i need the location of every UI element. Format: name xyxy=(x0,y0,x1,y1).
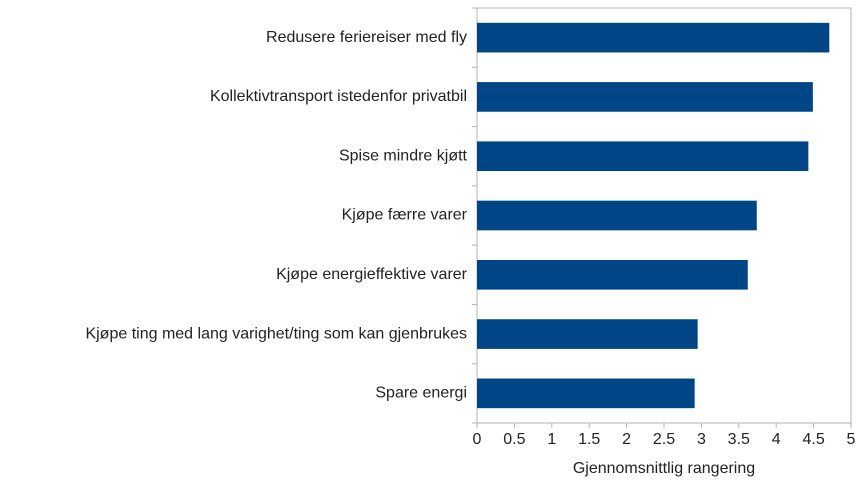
x-tick-label: 0 xyxy=(473,431,482,448)
x-tick-label: 4 xyxy=(772,431,781,448)
x-tick-label: 2.5 xyxy=(653,431,675,448)
y-tick-label: Spare energi xyxy=(375,385,467,402)
y-tick-label: Kjøpe energieffektive varer xyxy=(276,266,468,283)
y-tick-label: Kjøpe ting med lang varighet/ting som ka… xyxy=(85,325,467,342)
x-tick-label: 5 xyxy=(847,431,856,448)
bar xyxy=(477,141,809,172)
x-tick-label: 1.5 xyxy=(578,431,600,448)
bar xyxy=(477,200,757,231)
bar xyxy=(477,319,698,349)
y-tick-label: Spise mindre kjøtt xyxy=(339,147,468,164)
x-axis-label: Gjennomsnittlig rangering xyxy=(573,460,755,477)
y-tick-label: Kollektivtransport istedenfor privatbil xyxy=(210,88,467,105)
y-tick-label: Kjøpe færre varer xyxy=(342,207,468,224)
y-tick-label: Redusere feriereiser med fly xyxy=(266,29,467,46)
x-tick-label: 0.5 xyxy=(503,431,525,448)
bar xyxy=(477,378,695,409)
x-tick-label: 3 xyxy=(697,431,706,448)
x-tick-label: 3.5 xyxy=(728,431,750,448)
bar xyxy=(477,22,830,53)
bar xyxy=(477,259,748,290)
x-tick-label: 4.5 xyxy=(802,431,824,448)
x-tick-label: 1 xyxy=(547,431,556,448)
bar xyxy=(477,82,813,112)
x-tick-label: 2 xyxy=(622,431,631,448)
